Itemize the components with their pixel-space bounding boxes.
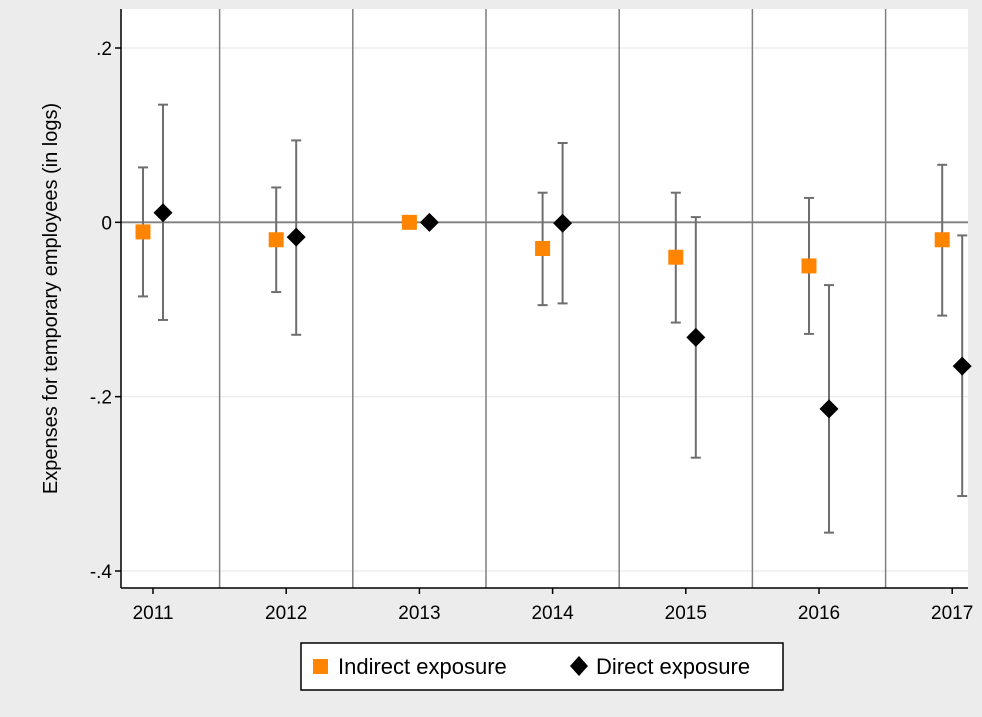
year-separators <box>218 9 887 588</box>
y-tick-label-3: -.4 <box>90 562 113 583</box>
y-tick-label-1: 0 <box>101 213 112 234</box>
y-tick-label-2: -.2 <box>90 388 112 409</box>
x-tick-label-3: 2014 <box>531 603 574 624</box>
legend: Indirect exposure Direct exposure <box>300 642 784 691</box>
point-1-1 <box>286 227 306 247</box>
point-0-0 <box>135 224 151 240</box>
x-tick-label-6: 2017 <box>931 603 973 624</box>
legend-indirect-label: Indirect exposure <box>338 654 507 679</box>
point-1-6 <box>952 356 972 376</box>
x-tick-label-1: 2012 <box>265 603 307 624</box>
legend-indirect-marker <box>313 659 328 674</box>
data-marks <box>135 103 972 534</box>
y-tick-label-0: .2 <box>96 39 112 60</box>
legend-direct-marker <box>570 656 588 676</box>
point-0-2 <box>401 214 417 230</box>
point-0-3 <box>535 240 551 256</box>
plot-area <box>121 9 968 588</box>
legend-box <box>300 642 784 691</box>
y-axis-title: Expenses for temporary employees (in log… <box>40 103 62 494</box>
x-tick-label-2: 2013 <box>398 603 440 624</box>
legend-direct-label: Direct exposure <box>596 654 750 679</box>
x-axis-ticks: 2011 2012 2013 2014 2015 2016 2017 <box>133 588 973 624</box>
x-tick-label-0: 2011 <box>133 603 174 624</box>
point-0-6 <box>934 232 950 248</box>
point-1-4 <box>686 327 706 347</box>
point-0-4 <box>668 249 684 265</box>
x-tick-label-4: 2015 <box>665 603 707 624</box>
point-1-2 <box>419 212 439 232</box>
grid-lines <box>121 47 968 572</box>
y-axis-ticks: .2 0 -.2 -.4 <box>90 39 121 583</box>
point-1-5 <box>819 399 839 419</box>
point-1-3 <box>553 213 573 233</box>
axes <box>120 9 968 589</box>
point-0-1 <box>268 232 284 248</box>
x-tick-label-5: 2016 <box>798 603 840 624</box>
point-0-5 <box>801 258 817 274</box>
point-1-0 <box>153 203 173 223</box>
